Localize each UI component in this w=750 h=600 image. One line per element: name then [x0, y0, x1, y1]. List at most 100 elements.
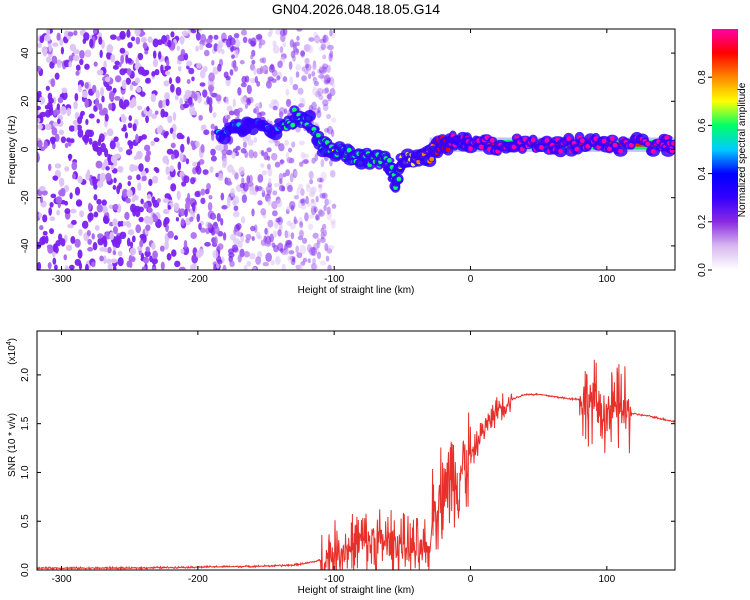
spectrogram-noise-cell: [64, 166, 70, 172]
spectrogram-noise-cell: [164, 92, 170, 101]
spectrogram-noise-cell: [319, 38, 325, 44]
spectrogram-noise-cell: [297, 183, 304, 191]
spectrogram-noise-cell: [39, 225, 44, 231]
spectrogram-noise-cell: [279, 159, 285, 164]
spectrogram-noise-cell: [46, 56, 52, 63]
spectrogram-noise-cell: [49, 216, 56, 222]
spectrogram-noise-cell: [213, 236, 218, 246]
spectrogram-noise-cell: [186, 60, 193, 67]
spectrogram-noise-cell: [242, 136, 250, 142]
spectrogram-noise-cell: [179, 35, 185, 45]
spectrogram-track-peak: [671, 140, 675, 146]
spectrogram-noise-cell: [308, 246, 316, 256]
spectrogram-noise-cell: [69, 43, 77, 52]
spectrogram-noise-cell: [68, 125, 75, 132]
spectrogram-noise-cell: [183, 175, 190, 184]
spectrogram-noise-cell: [198, 222, 202, 231]
spectrogram-noise-cell: [145, 224, 151, 232]
spectrogram-track-peak: [664, 135, 670, 141]
spectrogram-noise-cell: [52, 175, 59, 181]
spectrogram-noise-cell: [96, 118, 100, 124]
spectrogram-noise-cell: [310, 198, 315, 204]
spectrogram-noise-cell: [152, 250, 158, 260]
spectrogram-noise-cell: [316, 87, 324, 96]
spectrogram-noise-cell: [144, 144, 151, 152]
spectrogram-noise-cell: [310, 186, 317, 194]
spectrogram-noise-cell: [121, 188, 129, 198]
spectrogram-noise-cell: [170, 183, 177, 192]
spectrogram-noise-cell: [85, 118, 89, 125]
spectrogram-noise-cell: [326, 206, 331, 215]
spectrogram-noise-cell: [179, 208, 186, 217]
spectrogram-noise-cell: [112, 226, 118, 235]
spectrogram-y-tick-label: 0: [20, 146, 31, 152]
spectrogram-noise-cell: [108, 91, 114, 101]
spectrogram-noise-cell: [133, 155, 138, 160]
spectrogram-noise-cell: [268, 177, 272, 186]
spectrogram-noise-cell: [324, 128, 330, 133]
spectrogram-noise-cell: [130, 203, 137, 213]
spectrogram-noise-cell: [58, 129, 65, 136]
spectrogram-noise-cell: [228, 110, 235, 116]
spectrogram-noise-cell: [322, 88, 329, 95]
spectrogram-noise-cell: [144, 50, 149, 55]
spectrogram-noise-cell: [230, 233, 236, 241]
spectrogram-noise-cell: [188, 198, 196, 203]
spectrogram-noise-cell: [70, 138, 75, 144]
spectrogram-noise-cell: [138, 216, 144, 223]
spectrogram-noise-cell: [324, 198, 329, 206]
spectrogram-noise-cell: [245, 238, 250, 244]
spectrogram-noise-cell: [68, 60, 73, 68]
spectrogram-noise-cell: [130, 36, 136, 42]
spectrogram-noise-cell: [182, 245, 190, 256]
spectrogram-noise-cell: [169, 165, 175, 172]
spectrogram-noise-cell: [100, 142, 107, 153]
spectrogram-noise-cell: [242, 36, 248, 44]
spectrogram-noise-cell: [243, 251, 250, 258]
spectrogram-noise-cell: [165, 166, 170, 176]
spectrogram-noise-cell: [240, 216, 246, 224]
spectrogram-noise-cell: [170, 153, 175, 160]
spectrogram-noise-cell: [205, 38, 213, 44]
spectrogram-noise-cell: [171, 249, 177, 257]
spectrogram-noise-cell: [221, 205, 228, 210]
spectrogram-noise-cell: [39, 111, 47, 118]
spectrogram-noise-cell: [212, 66, 219, 75]
spectrogram-noise-cell: [151, 113, 158, 119]
spectrogram-noise-cell: [229, 69, 234, 76]
spectrogram-noise-cell: [96, 204, 103, 213]
spectrogram-noise-cell: [39, 185, 46, 192]
spectrogram-noise-cell: [216, 212, 221, 222]
spectrogram-noise-cell: [98, 36, 103, 45]
spectrogram-noise-cell: [162, 198, 169, 204]
spectrogram-noise-cell: [291, 141, 296, 148]
spectrogram-noise-cell: [235, 230, 242, 237]
spectrogram-noise-cell: [322, 99, 329, 107]
spectrogram-noise-cell: [320, 75, 327, 83]
spectrogram-noise-cell: [74, 124, 78, 133]
spectrogram-noise-cell: [284, 139, 289, 146]
spectrogram-noise-cell: [312, 86, 319, 96]
spectrogram-noise-cell: [150, 140, 156, 147]
spectrogram-noise-cell: [296, 35, 300, 41]
spectrogram-noise-cell: [152, 38, 159, 48]
spectrogram-noise-cell: [272, 105, 278, 111]
spectrogram-noise-cell: [155, 167, 160, 174]
spectrogram-noise-cell: [39, 96, 46, 105]
spectrogram-noise-cell: [287, 147, 293, 153]
spectrogram-noise-cell: [316, 237, 321, 245]
spectrogram-noise-cell: [84, 82, 89, 89]
snr-x-tick-label: 100: [598, 574, 615, 585]
spectrogram-noise-cell: [119, 47, 126, 54]
spectrogram-track-peak: [468, 146, 473, 152]
spectrogram-noise-cell: [167, 39, 172, 48]
spectrogram-noise-cell: [98, 133, 105, 143]
spectrogram-noise-cell: [233, 210, 240, 218]
spectrogram-noise-cell: [222, 158, 228, 167]
spectrogram-noise-cell: [295, 71, 300, 78]
spectrogram-noise-cell: [48, 207, 53, 216]
spectrogram-noise-cell: [261, 187, 265, 193]
spectrogram-noise-cell: [250, 37, 257, 47]
spectrogram-noise-cell: [203, 49, 210, 57]
spectrogram-noise-cell: [166, 148, 174, 155]
